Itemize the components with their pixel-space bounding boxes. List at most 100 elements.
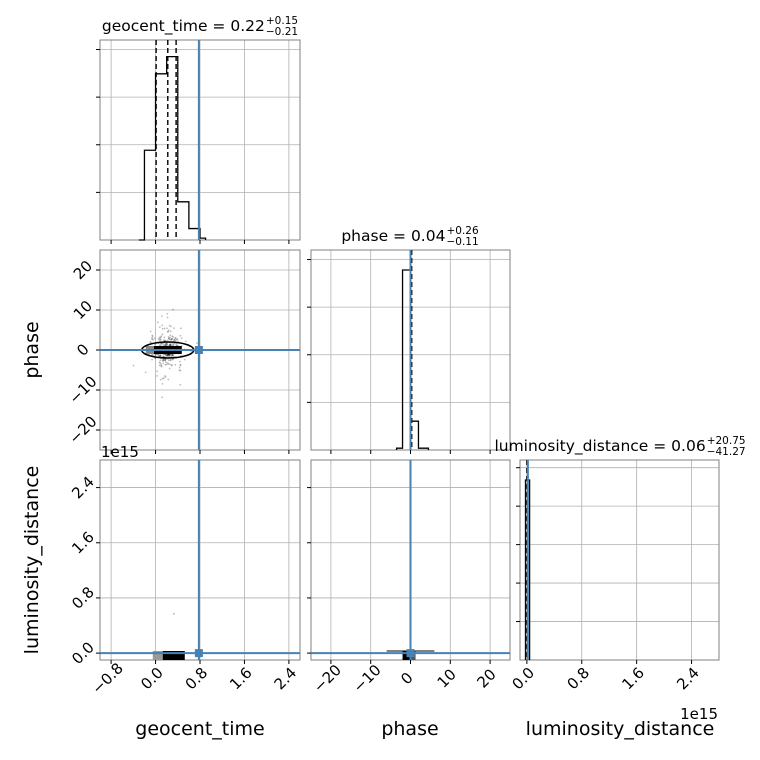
sample-point: [165, 363, 168, 366]
truth-marker: [406, 649, 415, 658]
sample-point: [157, 353, 160, 356]
sample-point: [176, 338, 179, 340]
sample-point: [162, 359, 164, 362]
sample-point: [169, 359, 172, 362]
sample-point: [164, 376, 167, 378]
title-geocent-time-text: geocent_time = 0.22: [102, 17, 265, 36]
ld-vs-geocent-ytick-label: 0.8: [68, 583, 98, 613]
sample-point: [168, 367, 171, 370]
geocent-time-histogram: [138, 55, 207, 241]
ld-vs-phase-xtick-label: 10: [434, 665, 460, 691]
sample-point: [166, 339, 169, 342]
sample-point: [166, 354, 168, 357]
title-geocent-time: geocent_time = 0.22 +0.15−0.21: [102, 15, 298, 38]
sample-point: [167, 330, 169, 333]
sample-point: [169, 354, 171, 356]
sample-point: [172, 355, 175, 357]
ld-vs-geocent-ytick-label: 1.6: [68, 528, 98, 558]
sample-point: [161, 377, 164, 380]
sample-point: [176, 344, 179, 347]
sample-point: [169, 358, 172, 361]
title-phase: phase = 0.04 +0.26−0.11: [341, 225, 479, 248]
sample-point: [171, 353, 174, 356]
sample-point: [172, 343, 175, 346]
sample-point: [163, 327, 166, 330]
ld-vs-geocent-xtick-label: 0.8: [182, 664, 212, 694]
sample-point: [151, 353, 154, 356]
ld-hist-xtick-label: 1.6: [618, 664, 648, 694]
sample-point: [151, 334, 154, 337]
sample-point: [167, 378, 170, 381]
sample-point: [170, 338, 173, 341]
sample-point: [179, 364, 182, 367]
sample-point: [169, 334, 172, 337]
ld-vs-phase-xtick-label: −20: [310, 661, 345, 696]
sample-point: [144, 371, 147, 374]
offset-text-ld-x: 1e15: [680, 705, 718, 723]
sample-point: [168, 338, 171, 341]
sample-point: [169, 330, 172, 333]
ld-vs-geocent-ytick-label: 2.4: [68, 473, 98, 503]
title-geocent-time-lower: −0.21: [266, 26, 298, 38]
sample-point: [132, 364, 135, 367]
ld-vs-geocent-xtick-label: 0.0: [137, 664, 167, 694]
sample-point: [172, 308, 175, 311]
sample-point: [169, 336, 172, 339]
sample-point: [162, 355, 165, 358]
sample-point: [173, 327, 175, 330]
sample-point: [160, 342, 163, 345]
sample-point: [158, 364, 161, 367]
sample-point: [170, 364, 173, 366]
sample-point: [162, 343, 165, 346]
sample-point: [158, 344, 161, 347]
sample-point: [173, 342, 176, 345]
sample-point: [154, 354, 156, 356]
sample-point: [168, 343, 171, 346]
truth-marker: [194, 649, 203, 658]
sample-point: [179, 383, 182, 386]
sample-point: [179, 354, 182, 357]
title-luminosity-distance-lower: −41.27: [707, 446, 746, 458]
ld-vs-geocent-xtick-label: 2.4: [271, 664, 301, 694]
ld-vs-phase-xtick-label: −10: [350, 661, 385, 696]
phase-vs-geocent-ytick-label: 20: [70, 257, 96, 283]
sample-point: [166, 354, 169, 356]
sample-point: [151, 338, 153, 340]
sample-point: [170, 354, 173, 357]
sample-point: [167, 353, 170, 356]
sample-point: [165, 342, 168, 345]
sample-point: [165, 354, 168, 356]
sample-point: [159, 337, 162, 340]
sample-point: [171, 354, 174, 357]
sample-point: [174, 339, 177, 342]
sample-point: [149, 330, 152, 333]
sample-point: [171, 337, 174, 340]
sample-point: [173, 338, 176, 341]
title-luminosity-distance-text: luminosity_distance = 0.06: [494, 437, 705, 456]
sample-point: [171, 354, 174, 357]
sample-point: [161, 333, 164, 336]
sample-point: [196, 342, 198, 344]
sample-point: [167, 329, 170, 332]
sample-point: [159, 342, 162, 345]
sample-point: [172, 612, 175, 615]
sample-point: [179, 360, 181, 363]
sample-point: [167, 337, 170, 340]
xlabel-phase: phase: [381, 718, 438, 740]
sample-point: [159, 354, 162, 357]
sample-point: [174, 336, 177, 339]
sample-point: [179, 364, 182, 366]
sample-point: [162, 362, 165, 365]
sample-point: [166, 354, 169, 357]
sample-point: [165, 354, 168, 357]
sample-point: [178, 366, 181, 369]
sample-point: [162, 377, 165, 379]
phase-vs-geocent-ytick-label: −10: [65, 372, 100, 407]
sample-point: [173, 339, 176, 342]
sample-point: [164, 364, 167, 366]
sample-point: [156, 375, 158, 377]
sample-point: [162, 358, 165, 361]
sample-point: [168, 354, 171, 357]
sample-point: [166, 312, 169, 315]
